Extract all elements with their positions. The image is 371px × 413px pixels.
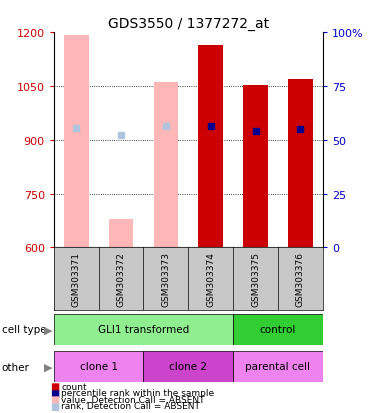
Text: parental cell: parental cell xyxy=(246,361,311,372)
Text: rank, Detection Call = ABSENT: rank, Detection Call = ABSENT xyxy=(61,401,200,411)
Text: ■: ■ xyxy=(50,381,59,391)
Text: ▶: ▶ xyxy=(44,325,52,335)
Bar xyxy=(233,314,323,345)
Text: ■: ■ xyxy=(50,388,59,398)
Bar xyxy=(109,219,133,248)
Text: value, Detection Call = ABSENT: value, Detection Call = ABSENT xyxy=(61,395,205,404)
Text: ▶: ▶ xyxy=(44,362,52,372)
Text: GSM303373: GSM303373 xyxy=(161,252,170,306)
Text: ■: ■ xyxy=(50,394,59,404)
Text: other: other xyxy=(2,362,30,372)
Bar xyxy=(288,80,313,248)
Bar xyxy=(154,83,178,248)
Bar xyxy=(243,86,268,248)
Text: GSM303372: GSM303372 xyxy=(116,252,125,306)
Text: cell type: cell type xyxy=(2,325,46,335)
Text: GSM303371: GSM303371 xyxy=(72,252,81,306)
Text: count: count xyxy=(61,382,87,391)
Text: percentile rank within the sample: percentile rank within the sample xyxy=(61,388,214,397)
Text: GSM303375: GSM303375 xyxy=(251,252,260,306)
Bar xyxy=(54,314,233,345)
Bar xyxy=(233,351,323,382)
Text: ■: ■ xyxy=(50,401,59,411)
Text: clone 2: clone 2 xyxy=(169,361,207,372)
Text: control: control xyxy=(260,324,296,335)
Bar xyxy=(54,351,144,382)
Text: clone 1: clone 1 xyxy=(80,361,118,372)
Text: GLI1 transformed: GLI1 transformed xyxy=(98,324,189,335)
Bar xyxy=(64,36,89,248)
Text: GSM303376: GSM303376 xyxy=(296,252,305,306)
Bar xyxy=(198,45,223,248)
Title: GDS3550 / 1377272_at: GDS3550 / 1377272_at xyxy=(108,17,269,31)
Bar xyxy=(144,351,233,382)
Text: GSM303374: GSM303374 xyxy=(206,252,215,306)
